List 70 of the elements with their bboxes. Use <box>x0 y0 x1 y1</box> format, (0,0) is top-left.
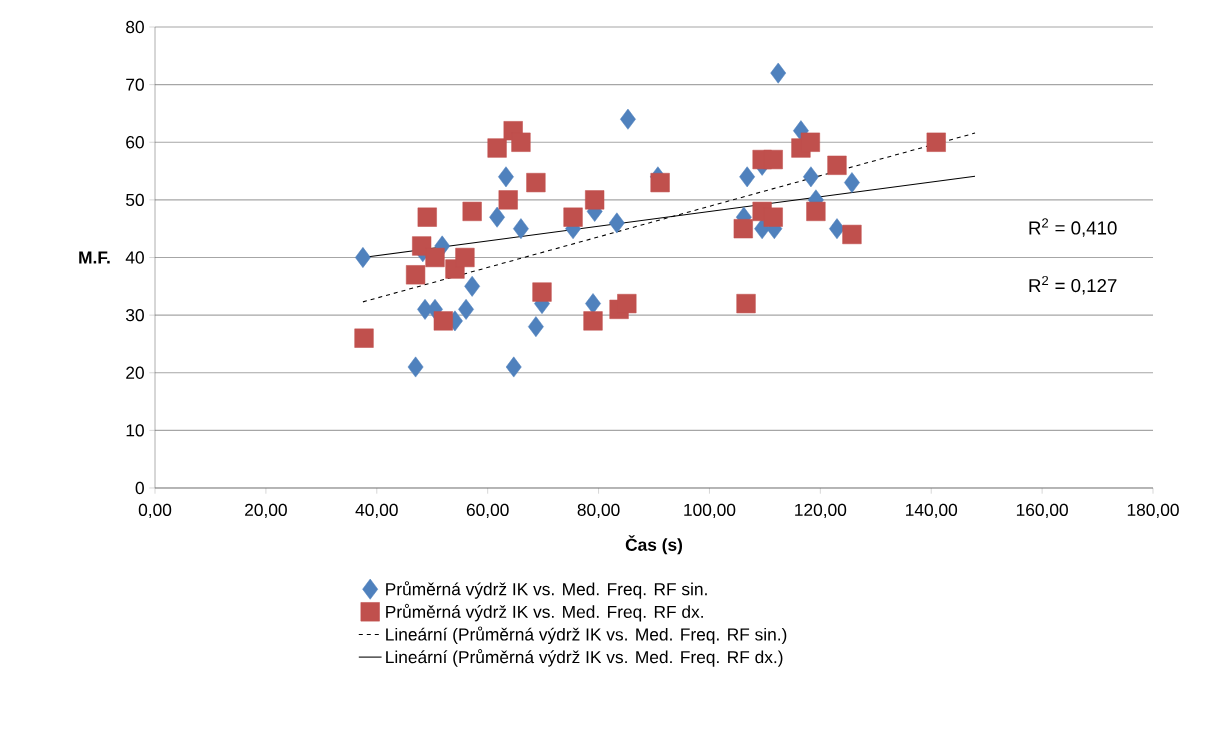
point <box>736 294 756 314</box>
x-tick-label: 40,00 <box>355 503 398 519</box>
point <box>563 207 583 227</box>
point <box>585 190 605 210</box>
x-tick-label: 80,00 <box>577 503 620 519</box>
point <box>355 247 371 268</box>
point <box>763 207 783 227</box>
legend-label: Průměrná výdrž IK vs. Med. Freq. RF dx. <box>386 603 703 622</box>
point <box>770 62 787 84</box>
point <box>464 275 481 297</box>
point <box>407 356 424 378</box>
point <box>617 294 637 314</box>
point <box>455 247 475 268</box>
x-tick-label: 100,00 <box>684 503 736 519</box>
point <box>511 132 531 152</box>
point <box>926 132 946 152</box>
point <box>608 212 625 234</box>
point <box>844 172 860 193</box>
x-tick-label: 20,00 <box>245 503 287 519</box>
legend-label: Průměrná výdrž IK vs. Med. Freq. RF sin. <box>386 581 707 599</box>
y-tick-label: 80 <box>126 20 144 34</box>
point <box>583 311 603 331</box>
point <box>462 201 482 222</box>
x-tick-label: 0,00 <box>138 503 172 519</box>
point <box>498 190 518 210</box>
point <box>425 247 445 268</box>
annotation: R$^{2}$ = 0,127 <box>1029 275 1117 295</box>
point <box>405 265 426 285</box>
point <box>803 166 819 188</box>
point <box>829 218 845 240</box>
y-axis-title: M.F. <box>79 251 110 264</box>
point <box>620 108 636 130</box>
point <box>505 356 522 378</box>
y-tick-label: 20 <box>126 366 144 379</box>
y-tick-label: 30 <box>125 308 144 322</box>
point <box>532 282 552 302</box>
point <box>827 155 847 175</box>
point <box>498 166 514 188</box>
x-tick-label: 140,00 <box>906 503 958 519</box>
point <box>739 166 756 188</box>
x-tick-label: 160,00 <box>1016 503 1068 519</box>
point <box>842 224 862 245</box>
point <box>417 207 437 227</box>
x-tick-label: 60,00 <box>466 503 509 519</box>
legend-label: Lineární (Průměrná výdrž IK vs. Med. Freq. RF dx.) <box>386 649 783 667</box>
y-tick-label: 60 <box>126 136 144 149</box>
y-tick-label: 70 <box>126 78 144 91</box>
point <box>513 218 529 240</box>
point <box>526 172 546 193</box>
x-tick-label: 120,00 <box>795 503 847 519</box>
point <box>354 328 374 348</box>
point <box>458 298 474 320</box>
y-tick-label: 40 <box>125 251 144 264</box>
y-tick-label: 10 <box>126 424 144 437</box>
y-tick-label: 50 <box>126 193 144 207</box>
annotation: R$^{2}$ = 0,410 <box>1029 218 1117 237</box>
point <box>585 293 601 314</box>
y-tick-label: 0 <box>135 481 144 495</box>
point <box>650 172 670 193</box>
point <box>487 138 507 158</box>
point <box>489 206 505 228</box>
x-tick-label: 180,00 <box>1127 503 1179 519</box>
point <box>433 311 453 331</box>
point <box>800 132 820 152</box>
point <box>763 149 783 170</box>
point <box>806 201 826 222</box>
point <box>528 316 544 338</box>
x-axis-title: Čas (s) <box>625 535 683 555</box>
point <box>733 219 753 239</box>
legend-label: Lineární (Průměrná výdrž IK vs. Med. Freq. RF sin.) <box>386 626 787 645</box>
